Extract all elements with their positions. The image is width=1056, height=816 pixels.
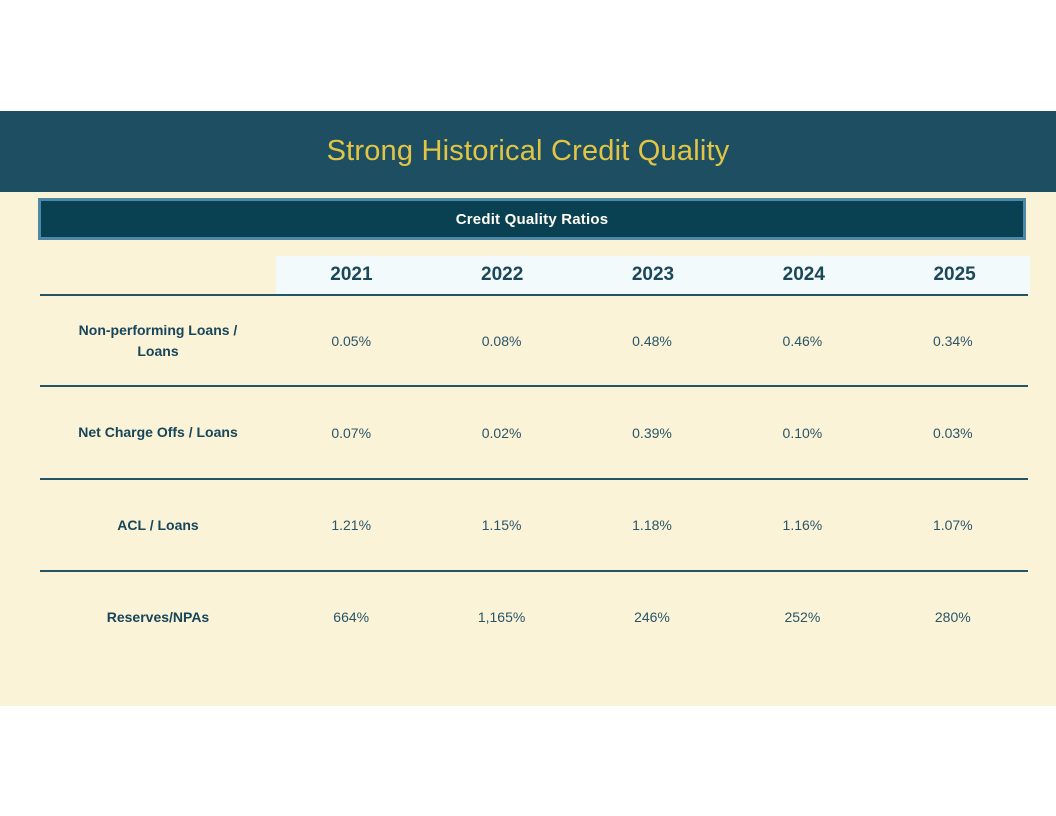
cell-value: 0.48% (632, 332, 672, 349)
cell-value: 252% (784, 609, 821, 625)
cell-value: 246% (634, 609, 670, 625)
table-row: Reserves/NPAs 664% 1,165% 246% 252% 280% (40, 570, 1028, 662)
cell-value: 1.07% (932, 517, 973, 533)
cell-value: 0.07% (331, 424, 372, 441)
cell-value: 280% (934, 609, 971, 625)
table-header-row: 2021 2022 2023 2024 2025 (276, 256, 1030, 294)
row-label: Reserves/NPAs (106, 608, 210, 625)
year-header-2025: 2025 (933, 264, 976, 285)
title-bar: Strong Historical Credit Quality (0, 111, 1056, 192)
cell-value: 1,165% (477, 609, 526, 625)
table-title-banner: Credit Quality Ratios (38, 198, 1026, 240)
cell-value: 0.05% (331, 332, 372, 349)
table-title: Credit Quality Ratios (455, 210, 609, 228)
cell-value: 0.08% (481, 332, 522, 349)
table-row: Net Charge Offs / Loans 0.07% 0.02% 0.39… (40, 385, 1028, 478)
cell-value: 0.10% (782, 424, 823, 441)
cell-value: 1.21% (331, 517, 372, 533)
cell-value: 0.39% (632, 424, 672, 441)
cell-value: 1.16% (782, 517, 823, 533)
table-row: Non-performing Loans / Loans 0.05% 0.08%… (40, 294, 1028, 385)
credit-quality-table: Non-performing Loans / Loans 0.05% 0.08%… (40, 294, 1028, 662)
cell-value: 0.46% (782, 332, 823, 349)
row-label: Net Charge Offs / Loans (78, 424, 238, 440)
year-header-2023: 2023 (631, 264, 675, 285)
year-header-2024: 2024 (782, 264, 825, 285)
page-title: Strong Historical Credit Quality (326, 135, 730, 167)
year-header-2021: 2021 (330, 264, 373, 285)
row-label: ACL / Loans (117, 516, 199, 533)
cell-value: 0.03% (932, 424, 973, 441)
cell-value: 1.15% (481, 517, 522, 533)
cell-value: 0.02% (481, 424, 522, 441)
year-header-2022: 2022 (481, 264, 524, 285)
row-label: Non-performing Loans / Loans (78, 321, 238, 359)
table-row: ACL / Loans 1.21% 1.15% 1.18% 1.16% 1.07… (40, 478, 1028, 570)
cell-value: 1.18% (632, 517, 672, 533)
cell-value: 0.34% (932, 332, 973, 349)
cell-value: 664% (333, 609, 370, 625)
